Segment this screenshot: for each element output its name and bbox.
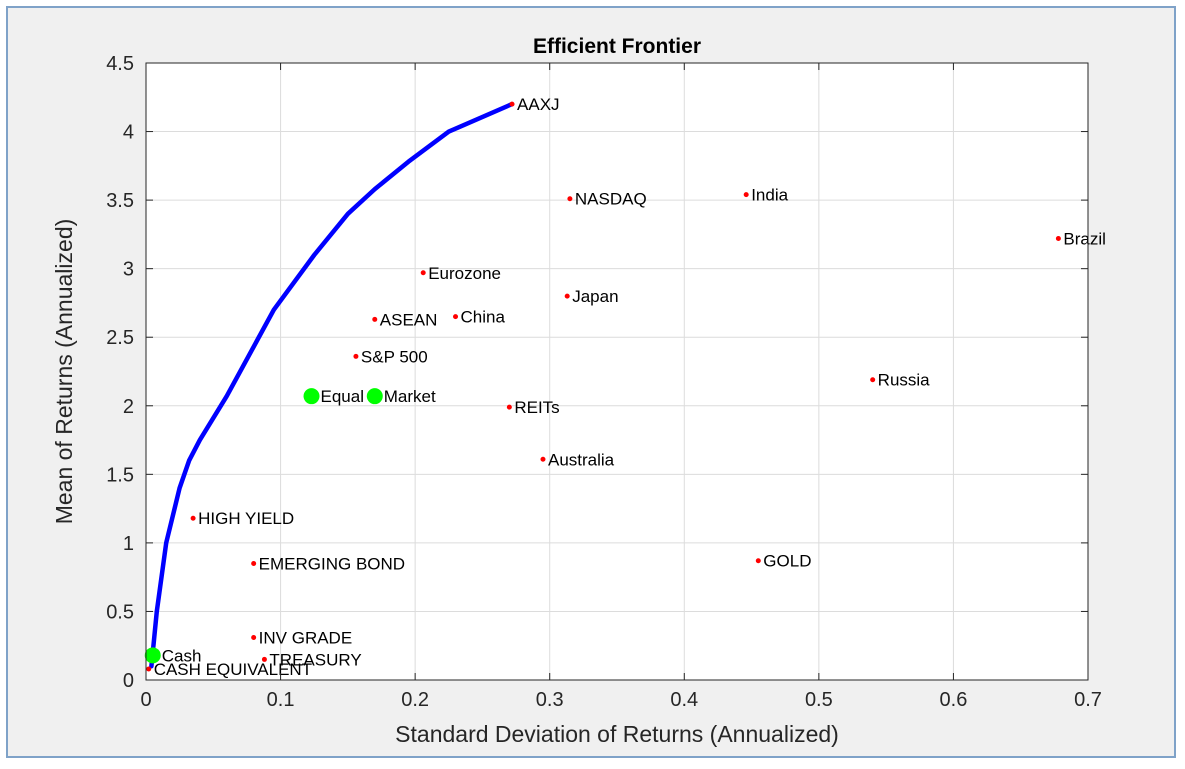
- frontier-line: [149, 101, 515, 669]
- asset-label-s-p-500: S&P 500: [361, 347, 428, 366]
- asset-label-japan: Japan: [572, 287, 618, 306]
- portfolio-marker-equal: [303, 388, 320, 405]
- x-tick-label: 0: [140, 689, 151, 711]
- asset-point-s-p-500: [353, 353, 359, 359]
- y-tick-label: 3.5: [106, 190, 134, 212]
- portfolio-label-equal: Equal: [321, 387, 364, 406]
- asset-label-treasury: TREASURY: [269, 650, 361, 669]
- asset-point-china: [453, 314, 459, 320]
- x-tick-label: 0.5: [805, 689, 833, 711]
- x-tick-label: 0.3: [536, 689, 564, 711]
- asset-point-russia: [870, 377, 876, 383]
- asset-point-high-yield: [190, 515, 196, 521]
- asset-label-inv-grade: INV GRADE: [259, 628, 353, 647]
- asset-point-emerging-bond: [251, 560, 257, 566]
- x-tick-label: 0.7: [1074, 689, 1102, 711]
- asset-point-treasury: [261, 656, 267, 662]
- x-tick-label: 0.6: [940, 689, 968, 711]
- asset-label-india: India: [751, 186, 788, 205]
- asset-label-asean: ASEAN: [380, 310, 438, 329]
- portfolio-label-cash: Cash: [162, 646, 202, 665]
- asset-point-gold: [755, 558, 761, 564]
- asset-point-inv-grade: [251, 634, 257, 640]
- asset-label-brazil: Brazil: [1063, 230, 1106, 249]
- asset-label-eurozone: Eurozone: [428, 264, 501, 283]
- tick-layer: 0 0.1 0.2 0.3 0.4 0.5 0.6 0.7 0 0.5 1 1.5 2 2.5 3 3.5 4 4…: [106, 53, 1102, 711]
- asset-label-nasdaq: NASDAQ: [575, 190, 647, 209]
- portfolio-marker-market: [366, 388, 383, 405]
- chart-title: Efficient Frontier: [533, 35, 701, 58]
- y-tick-label: 4.5: [106, 53, 134, 75]
- asset-point-japan: [564, 293, 570, 299]
- x-tick-label: 0.4: [670, 689, 698, 711]
- plot-area: [146, 63, 1088, 680]
- asset-point-india: [743, 192, 749, 198]
- x-tick-label: 0.1: [267, 689, 295, 711]
- y-tick-label: 1: [123, 533, 134, 555]
- asset-point-asean: [372, 316, 378, 322]
- y-tick-label: 4: [123, 122, 134, 144]
- plot-border: [145, 62, 1089, 681]
- asset-point-reits: [506, 404, 512, 410]
- y-tick-label: 3: [123, 259, 134, 281]
- asset-point-cash-equivalent: [146, 666, 152, 672]
- y-tick-label: 0.5: [106, 601, 134, 623]
- asset-label-china: China: [461, 308, 506, 327]
- asset-label-gold: GOLD: [763, 552, 811, 571]
- asset-label-russia: Russia: [878, 371, 931, 390]
- asset-label-emerging-bond: EMERGING BOND: [259, 554, 405, 573]
- portfolio-label-market: Market: [384, 387, 436, 406]
- asset-point-brazil: [1055, 236, 1061, 242]
- portfolio-layer: Equal Market Cash: [144, 387, 436, 665]
- y-tick-label: 0: [123, 670, 134, 692]
- asset-point-australia: [540, 456, 546, 462]
- asset-point-nasdaq: [567, 196, 573, 202]
- asset-label-aaxj: AAXJ: [517, 95, 560, 114]
- asset-label-reits: REITs: [514, 398, 559, 417]
- asset-point-eurozone: [420, 270, 426, 276]
- x-axis-label: Standard Deviation of Returns (Annualize…: [395, 721, 839, 747]
- asset-label-cash-equivalent: CASH EQUIVALENT: [154, 660, 312, 679]
- frontier-layer: [149, 101, 515, 669]
- asset-label-australia: Australia: [548, 450, 615, 469]
- asset-layer: AAXJ NASDAQ India Brazil Eurozone Japan ASEAN C…: [146, 95, 1106, 679]
- asset-label-high-yield: HIGH YIELD: [198, 509, 294, 528]
- y-tick-label: 1.5: [106, 464, 134, 486]
- y-axis-label: Mean of Returns (Annualized): [51, 219, 77, 525]
- y-tick-label: 2.5: [106, 327, 134, 349]
- portfolio-marker-cash: [144, 647, 161, 664]
- x-tick-label: 0.2: [401, 689, 429, 711]
- y-tick-label: 2: [123, 396, 134, 418]
- asset-point-aaxj: [509, 101, 515, 107]
